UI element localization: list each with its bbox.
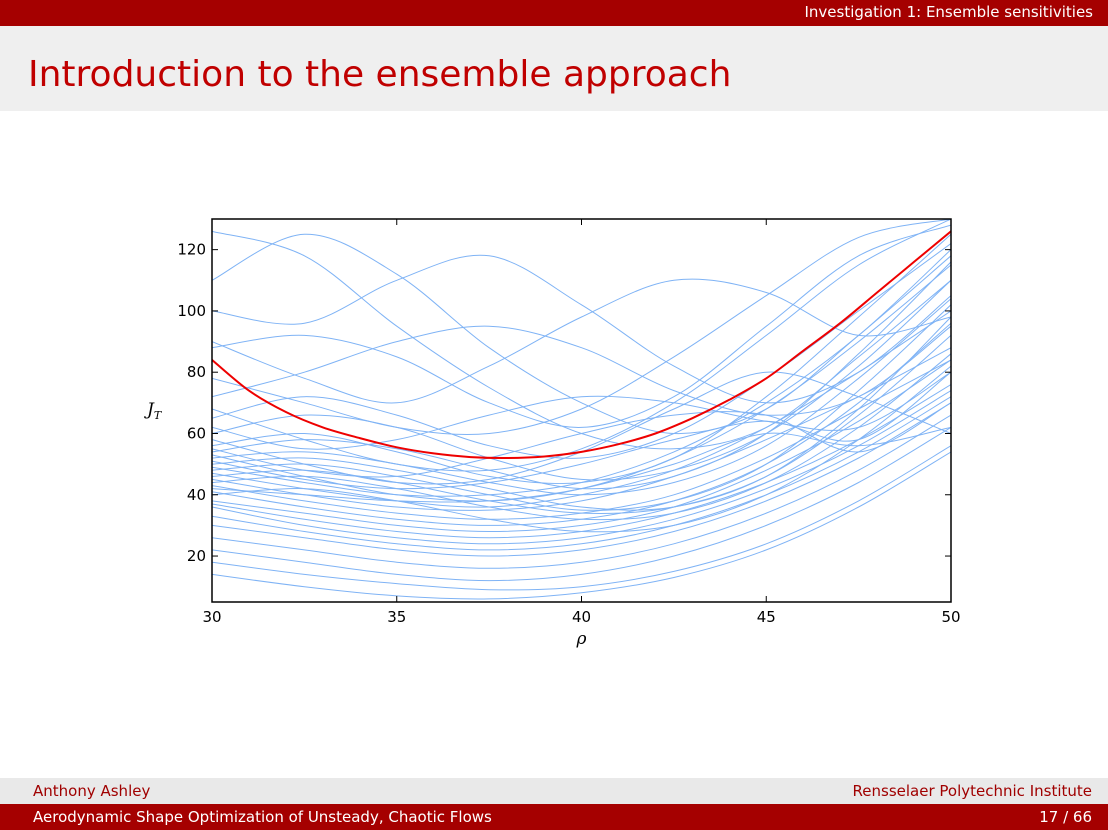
ensemble-member-line-27	[212, 322, 951, 526]
footer-talk-title: Aerodynamic Shape Optimization of Unstea…	[33, 808, 492, 826]
y-axis-label-main: J	[144, 400, 155, 420]
ensemble-member-line-7	[212, 219, 951, 472]
footer-institution: Rensselaer Polytechnic Institute	[852, 782, 1092, 800]
ensemble-member-line-10	[212, 279, 951, 481]
ensemble-member-line-35	[212, 426, 951, 582]
ensemble-member-line-19	[212, 249, 951, 497]
ensemble-member-line-2	[212, 254, 951, 404]
mean-series-line	[212, 230, 951, 460]
x-tick-label: 40	[572, 608, 591, 626]
ensemble-member-line-5	[212, 219, 951, 436]
ensemble-member-line-29	[212, 359, 951, 533]
ensemble-member-line-21	[212, 310, 951, 508]
ensemble-member-line-12	[212, 233, 951, 485]
ensemble-member-line-3	[212, 278, 951, 404]
y-tick-label: 100	[177, 302, 206, 320]
ensemble-member-line-8	[212, 243, 951, 459]
ensemble-member-line-4	[212, 224, 951, 428]
x-tick-label: 50	[941, 608, 960, 626]
ensemble-member-line-22	[212, 335, 951, 514]
x-axis-label: ρ	[576, 629, 587, 649]
y-tick-label: 80	[187, 363, 206, 381]
plot-area	[212, 219, 951, 600]
y-tick-label: 60	[187, 424, 206, 442]
ensemble-member-line-33	[212, 402, 951, 557]
ensemble-member-line-20	[212, 304, 951, 511]
ensemble-member-line-6	[212, 325, 951, 416]
ensemble-member-line-30	[212, 384, 951, 539]
ensemble-member-line-26	[212, 426, 951, 503]
slide-title-bar: Introduction to the ensemble approach	[0, 26, 1108, 111]
header-bar: Investigation 1: Ensemble sensitivities	[0, 0, 1108, 26]
plot-frame	[211, 218, 952, 603]
ensemble-member-line-37	[212, 451, 951, 600]
ensemble-member-line-18	[212, 316, 951, 511]
footer-page-number: 17 / 66	[1039, 808, 1092, 826]
ensemble-member-line-32	[212, 396, 951, 551]
section-title: Investigation 1: Ensemble sensitivities	[804, 3, 1093, 21]
footer-info-bar: Anthony Ashley Rensselaer Polytechnic In…	[0, 778, 1108, 804]
footer-title-bar: Aerodynamic Shape Optimization of Unstea…	[0, 804, 1108, 830]
slide-title: Introduction to the ensemble approach	[28, 54, 732, 95]
ensemble-member-line-31	[212, 390, 951, 545]
ensemble-member-line-14	[212, 261, 951, 490]
y-tick-label: 20	[187, 547, 206, 565]
y-tick-label: 120	[177, 241, 206, 259]
ensemble-member-line-13	[212, 402, 951, 478]
y-tick-label: 40	[187, 486, 206, 504]
ensemble-member-line-16	[212, 298, 951, 496]
y-axis-label-subscript: T	[154, 409, 163, 422]
ensemble-member-line-1	[212, 233, 951, 435]
footer-author: Anthony Ashley	[33, 782, 151, 800]
y-axis-label: JT	[144, 400, 163, 422]
x-tick-label: 30	[202, 608, 221, 626]
x-tick-label: 35	[387, 608, 406, 626]
x-tick-label: 45	[757, 608, 776, 626]
ensemble-member-line-25	[212, 359, 951, 520]
ensemble-member-line-34	[212, 414, 951, 569]
ensemble-member-line-36	[212, 445, 951, 591]
ensemble-member-line-23	[212, 347, 951, 511]
